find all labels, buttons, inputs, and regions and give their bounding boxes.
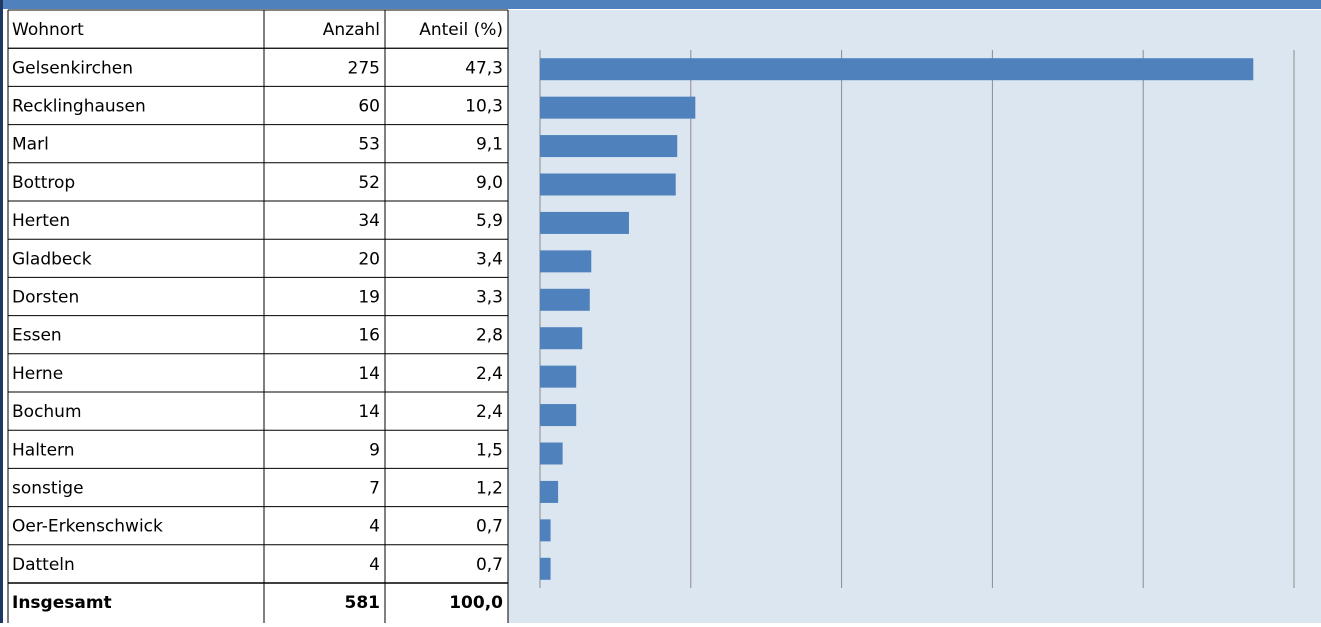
cell: Recklinghausen	[12, 97, 146, 117]
column-header: Wohnort	[12, 20, 84, 40]
cell: 7	[369, 479, 380, 499]
bar	[540, 365, 577, 388]
cell: Marl	[12, 135, 49, 155]
cell: 581	[345, 593, 381, 613]
bar	[540, 250, 592, 273]
cell: 4	[369, 555, 380, 575]
cell: 275	[348, 58, 380, 78]
bar	[540, 96, 696, 119]
bar	[540, 327, 583, 350]
cell: 10,3	[465, 97, 503, 117]
cell: sonstige	[12, 479, 84, 499]
bar	[540, 211, 629, 234]
table: Wohnort Anzahl Anteil (%) Gelsenkirchen 275 4…	[7, 9, 509, 623]
cell: 52	[358, 173, 380, 193]
cell: 14	[358, 364, 380, 384]
cell: Bottrop	[12, 173, 75, 193]
bar	[540, 404, 577, 427]
cell: 16	[358, 326, 380, 346]
cell: Oer-Erkenschwick	[12, 517, 163, 537]
cell: 5,9	[476, 211, 503, 231]
cell: Datteln	[12, 555, 75, 575]
cell: 4	[369, 517, 380, 537]
bar	[540, 519, 551, 542]
cell: Herten	[12, 211, 70, 231]
cell: Dorsten	[12, 288, 79, 308]
column-header: Anzahl	[323, 20, 380, 40]
cell: 0,7	[476, 517, 503, 537]
cell: 3,3	[476, 288, 503, 308]
cell: 0,7	[476, 555, 503, 575]
cell: 3,4	[476, 249, 503, 269]
cell: 9	[369, 440, 380, 460]
bar	[540, 288, 590, 311]
cell: 19	[358, 288, 380, 308]
cell: Haltern	[12, 440, 75, 460]
column-header: Anteil (%)	[419, 20, 503, 40]
cell: Essen	[12, 326, 62, 346]
bar	[540, 557, 551, 580]
cell: 2,4	[476, 402, 503, 422]
cell: 1,5	[476, 440, 503, 460]
cell: Insgesamt	[12, 593, 112, 613]
top-band	[0, 0, 1321, 9]
chart	[539, 50, 1295, 588]
bar	[540, 58, 1254, 81]
cell: 53	[358, 135, 380, 155]
cell: Gelsenkirchen	[12, 58, 133, 78]
cell: Bochum	[12, 402, 82, 422]
cell: 9,0	[476, 173, 503, 193]
cell: 1,2	[476, 479, 503, 499]
cell: 9,1	[476, 135, 503, 155]
bar	[540, 135, 678, 158]
cell: 100,0	[449, 593, 503, 613]
cell: 2,4	[476, 364, 503, 384]
bar	[540, 442, 563, 465]
left-border	[0, 0, 3, 623]
cell: 34	[358, 211, 380, 231]
cell: 2,8	[476, 326, 503, 346]
cell: Herne	[12, 364, 63, 384]
cell: Gladbeck	[12, 249, 92, 269]
cell: 47,3	[465, 58, 503, 78]
cell: 14	[358, 402, 380, 422]
cell: 20	[358, 249, 380, 269]
bar	[540, 480, 559, 503]
bar	[540, 173, 676, 196]
cell: 60	[358, 97, 380, 117]
